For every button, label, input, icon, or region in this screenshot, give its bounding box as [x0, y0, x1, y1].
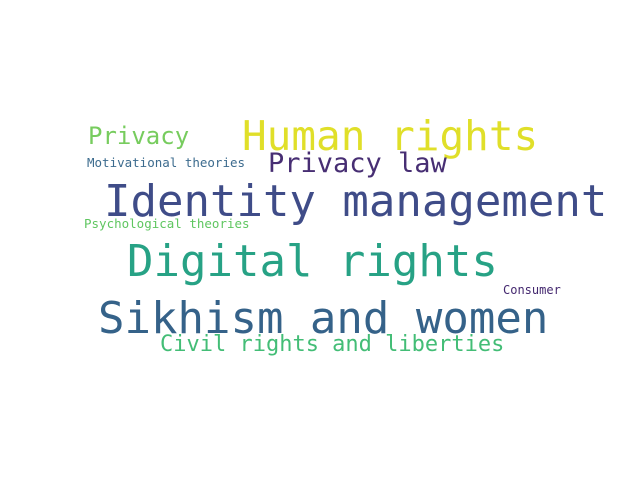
word-consumer: Consumer: [503, 283, 561, 297]
word-psychological-theories: Psychological theories: [84, 216, 250, 231]
word-sikhism-and-women: Sikhism and women: [98, 293, 549, 344]
word-privacy: Privacy: [88, 122, 190, 150]
word-civil-rights-and-liberties: Civil rights and liberties: [160, 332, 505, 357]
word-privacy-law: Privacy law: [268, 148, 447, 179]
word-identity-management: Identity management: [104, 176, 608, 227]
word-digital-rights: Digital rights: [127, 236, 498, 287]
word-human-rights: Human rights: [242, 112, 539, 160]
word-motivational-theories: Motivational theories: [87, 155, 246, 170]
